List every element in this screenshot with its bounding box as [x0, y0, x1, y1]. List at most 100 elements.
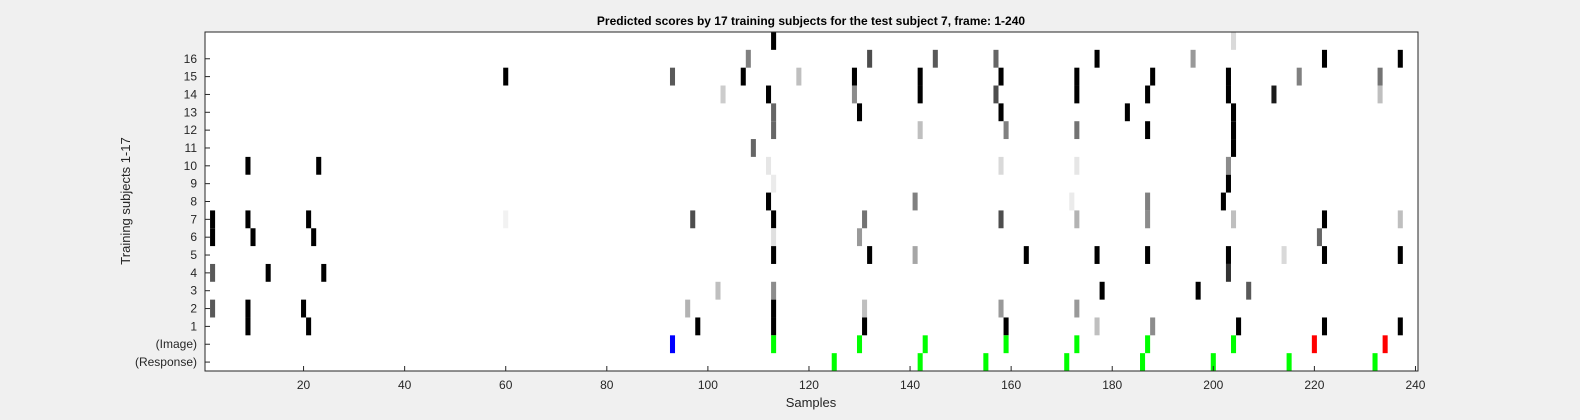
heatmap-cell	[998, 156, 1004, 175]
heatmap-cell	[669, 335, 676, 354]
heatmap-cell	[766, 156, 772, 175]
heatmap-cell	[1140, 353, 1146, 371]
heatmap-cell	[922, 335, 928, 354]
heatmap-cell	[1145, 246, 1151, 264]
heatmap-cell	[1190, 49, 1196, 68]
heatmap-cell	[1231, 103, 1237, 122]
heatmap-cell	[1064, 353, 1070, 371]
heatmap-cell	[932, 49, 938, 68]
heatmap-cell	[917, 121, 923, 140]
heatmap-cell	[1286, 353, 1292, 371]
heatmap-cell	[1094, 49, 1100, 68]
heatmap-cell	[867, 49, 873, 68]
y-tick-label: (Response)	[135, 355, 197, 369]
heatmap-cell	[1150, 317, 1156, 336]
y-tick-label: 10	[184, 159, 198, 173]
heatmap-cell	[1003, 121, 1009, 140]
heatmap-cell	[771, 228, 777, 247]
heatmap-cell	[917, 67, 923, 86]
y-tick-label: 13	[184, 105, 198, 119]
x-tick-label: 20	[297, 378, 311, 392]
heatmap-cell	[306, 210, 312, 229]
heatmap-cell	[1195, 281, 1201, 300]
heatmap-cell	[1145, 192, 1151, 211]
heatmap-cell	[1074, 299, 1080, 318]
heatmap-cell	[750, 139, 756, 157]
heatmap-cell	[301, 299, 307, 318]
heatmap-cell	[1321, 317, 1328, 336]
heatmap-cell	[856, 103, 863, 122]
x-tick-label: 180	[1102, 378, 1122, 392]
heatmap-cell	[316, 156, 322, 175]
y-tick-label: 7	[190, 212, 197, 226]
heatmap-cell	[1377, 85, 1383, 104]
heatmap-cell	[1321, 246, 1328, 264]
heatmap-cell	[503, 67, 509, 86]
heatmap-cell	[1225, 263, 1231, 282]
heatmap-cell	[1281, 246, 1287, 264]
heatmap-cell	[912, 246, 918, 264]
heatmap-cell	[669, 67, 676, 86]
heatmap-cell	[1225, 246, 1231, 264]
x-tick-label: 220	[1304, 378, 1324, 392]
chart-title: Predicted scores by 17 training subjects…	[597, 14, 1025, 28]
heatmap-cell	[771, 299, 777, 318]
heatmap-cell	[1074, 156, 1080, 175]
heatmap-cell	[796, 67, 802, 86]
heatmap-cell	[851, 67, 857, 86]
y-tick-label: (Image)	[156, 337, 197, 351]
heatmap-cell	[1074, 121, 1080, 140]
y-tick-label: 5	[190, 248, 197, 262]
heatmap-cell	[771, 32, 777, 50]
heatmap-cell	[311, 228, 317, 247]
heatmap-cell	[245, 156, 251, 175]
heatmap-cell	[685, 299, 691, 318]
y-tick-label: 15	[184, 70, 198, 84]
y-tick-label: 4	[190, 266, 197, 280]
heatmap-cell	[1377, 67, 1383, 86]
x-axis: 20 40 60 80 100 120 140 160 180 200 220 240	[297, 366, 1426, 392]
heatmap-cell	[1210, 353, 1216, 371]
heatmap-cell	[1271, 85, 1277, 104]
heatmap-cell	[1236, 317, 1242, 336]
heatmap-cell	[1372, 353, 1378, 371]
y-tick-label: 1	[190, 319, 197, 333]
heatmap-cell	[917, 353, 923, 371]
heatmap-cell	[210, 263, 216, 282]
heatmap-cell	[1074, 210, 1080, 229]
heatmap-cell	[771, 174, 777, 193]
heatmap-cell	[856, 228, 863, 247]
heatmap-cell	[1231, 32, 1237, 50]
plot-area	[205, 32, 1418, 371]
heatmap-cell	[1145, 335, 1151, 354]
heatmap-cell	[862, 210, 868, 229]
y-tick-label: 8	[190, 195, 197, 209]
heatmap-cell	[1150, 67, 1156, 86]
heatmap-cell	[1074, 335, 1080, 354]
heatmap-cell	[720, 85, 726, 104]
heatmap-cell	[771, 335, 777, 354]
x-tick-label: 60	[499, 378, 513, 392]
heatmap-cell	[867, 246, 873, 264]
heatmap-cell	[740, 67, 746, 86]
heatmap-cell	[1094, 246, 1100, 264]
y-tick-label: 14	[184, 87, 198, 101]
heatmap-cell	[831, 353, 837, 371]
heatmap-cell	[766, 192, 772, 211]
heatmap-cell	[856, 335, 863, 354]
y-tick-label: 16	[184, 52, 198, 66]
heatmap-cell	[245, 210, 251, 229]
heatmap-cell	[1145, 121, 1151, 140]
heatmap-cell	[210, 299, 216, 318]
x-tick-label: 160	[1001, 378, 1021, 392]
heatmap-cell	[1220, 192, 1226, 211]
x-tick-label: 240	[1405, 378, 1425, 392]
heatmap-cell	[993, 85, 999, 104]
y-tick-label: 2	[190, 302, 197, 316]
heatmap-cell	[1397, 210, 1403, 229]
heatmap-cell	[983, 353, 989, 371]
heatmap-cell	[851, 85, 857, 104]
heatmap-cells	[210, 32, 1403, 371]
heatmap-cell	[1145, 85, 1151, 104]
heatmap-cell	[998, 210, 1004, 229]
